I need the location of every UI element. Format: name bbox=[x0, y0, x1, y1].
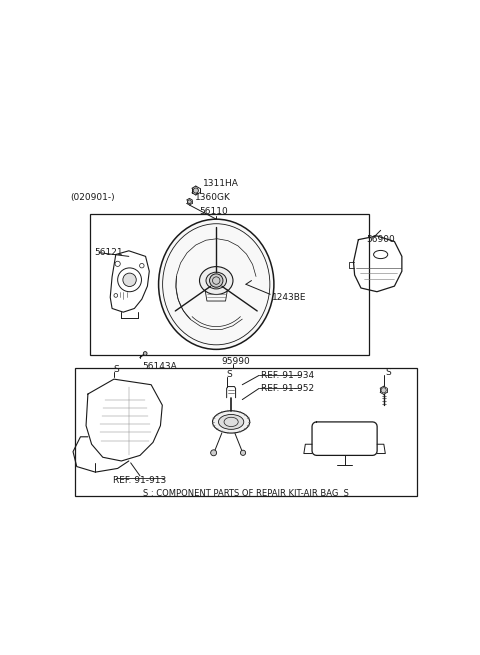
Text: 56110: 56110 bbox=[200, 207, 228, 216]
Text: 1360GK: 1360GK bbox=[195, 193, 230, 202]
Text: S: S bbox=[385, 368, 391, 377]
Text: S : COMPONENT PARTS OF REPAIR KIT-AIR BAG  S: S : COMPONENT PARTS OF REPAIR KIT-AIR BA… bbox=[143, 489, 349, 498]
Circle shape bbox=[210, 274, 223, 288]
Text: 1243BE: 1243BE bbox=[272, 293, 307, 302]
Ellipse shape bbox=[158, 219, 274, 349]
Circle shape bbox=[240, 450, 246, 455]
Ellipse shape bbox=[200, 267, 233, 295]
Circle shape bbox=[123, 273, 136, 286]
Circle shape bbox=[188, 200, 192, 204]
Circle shape bbox=[193, 188, 198, 193]
Text: S: S bbox=[227, 370, 232, 379]
Text: 1311HA: 1311HA bbox=[203, 179, 239, 187]
Ellipse shape bbox=[213, 411, 250, 433]
Text: REF. 91-934: REF. 91-934 bbox=[261, 371, 314, 380]
Text: REF. 91-952: REF. 91-952 bbox=[261, 384, 314, 393]
Ellipse shape bbox=[218, 415, 244, 430]
Text: REF. 91-913: REF. 91-913 bbox=[113, 476, 167, 485]
Circle shape bbox=[381, 388, 386, 393]
Text: 56900: 56900 bbox=[366, 235, 395, 244]
Circle shape bbox=[144, 352, 147, 355]
Ellipse shape bbox=[206, 272, 227, 289]
Bar bbox=[75, 368, 417, 496]
Bar bbox=[90, 214, 369, 355]
Text: 95990: 95990 bbox=[222, 357, 251, 365]
Text: (020901-): (020901-) bbox=[71, 193, 115, 202]
Text: S: S bbox=[113, 365, 119, 373]
Text: 56121: 56121 bbox=[94, 248, 123, 257]
Text: 56143A: 56143A bbox=[143, 362, 177, 371]
Circle shape bbox=[211, 450, 216, 456]
